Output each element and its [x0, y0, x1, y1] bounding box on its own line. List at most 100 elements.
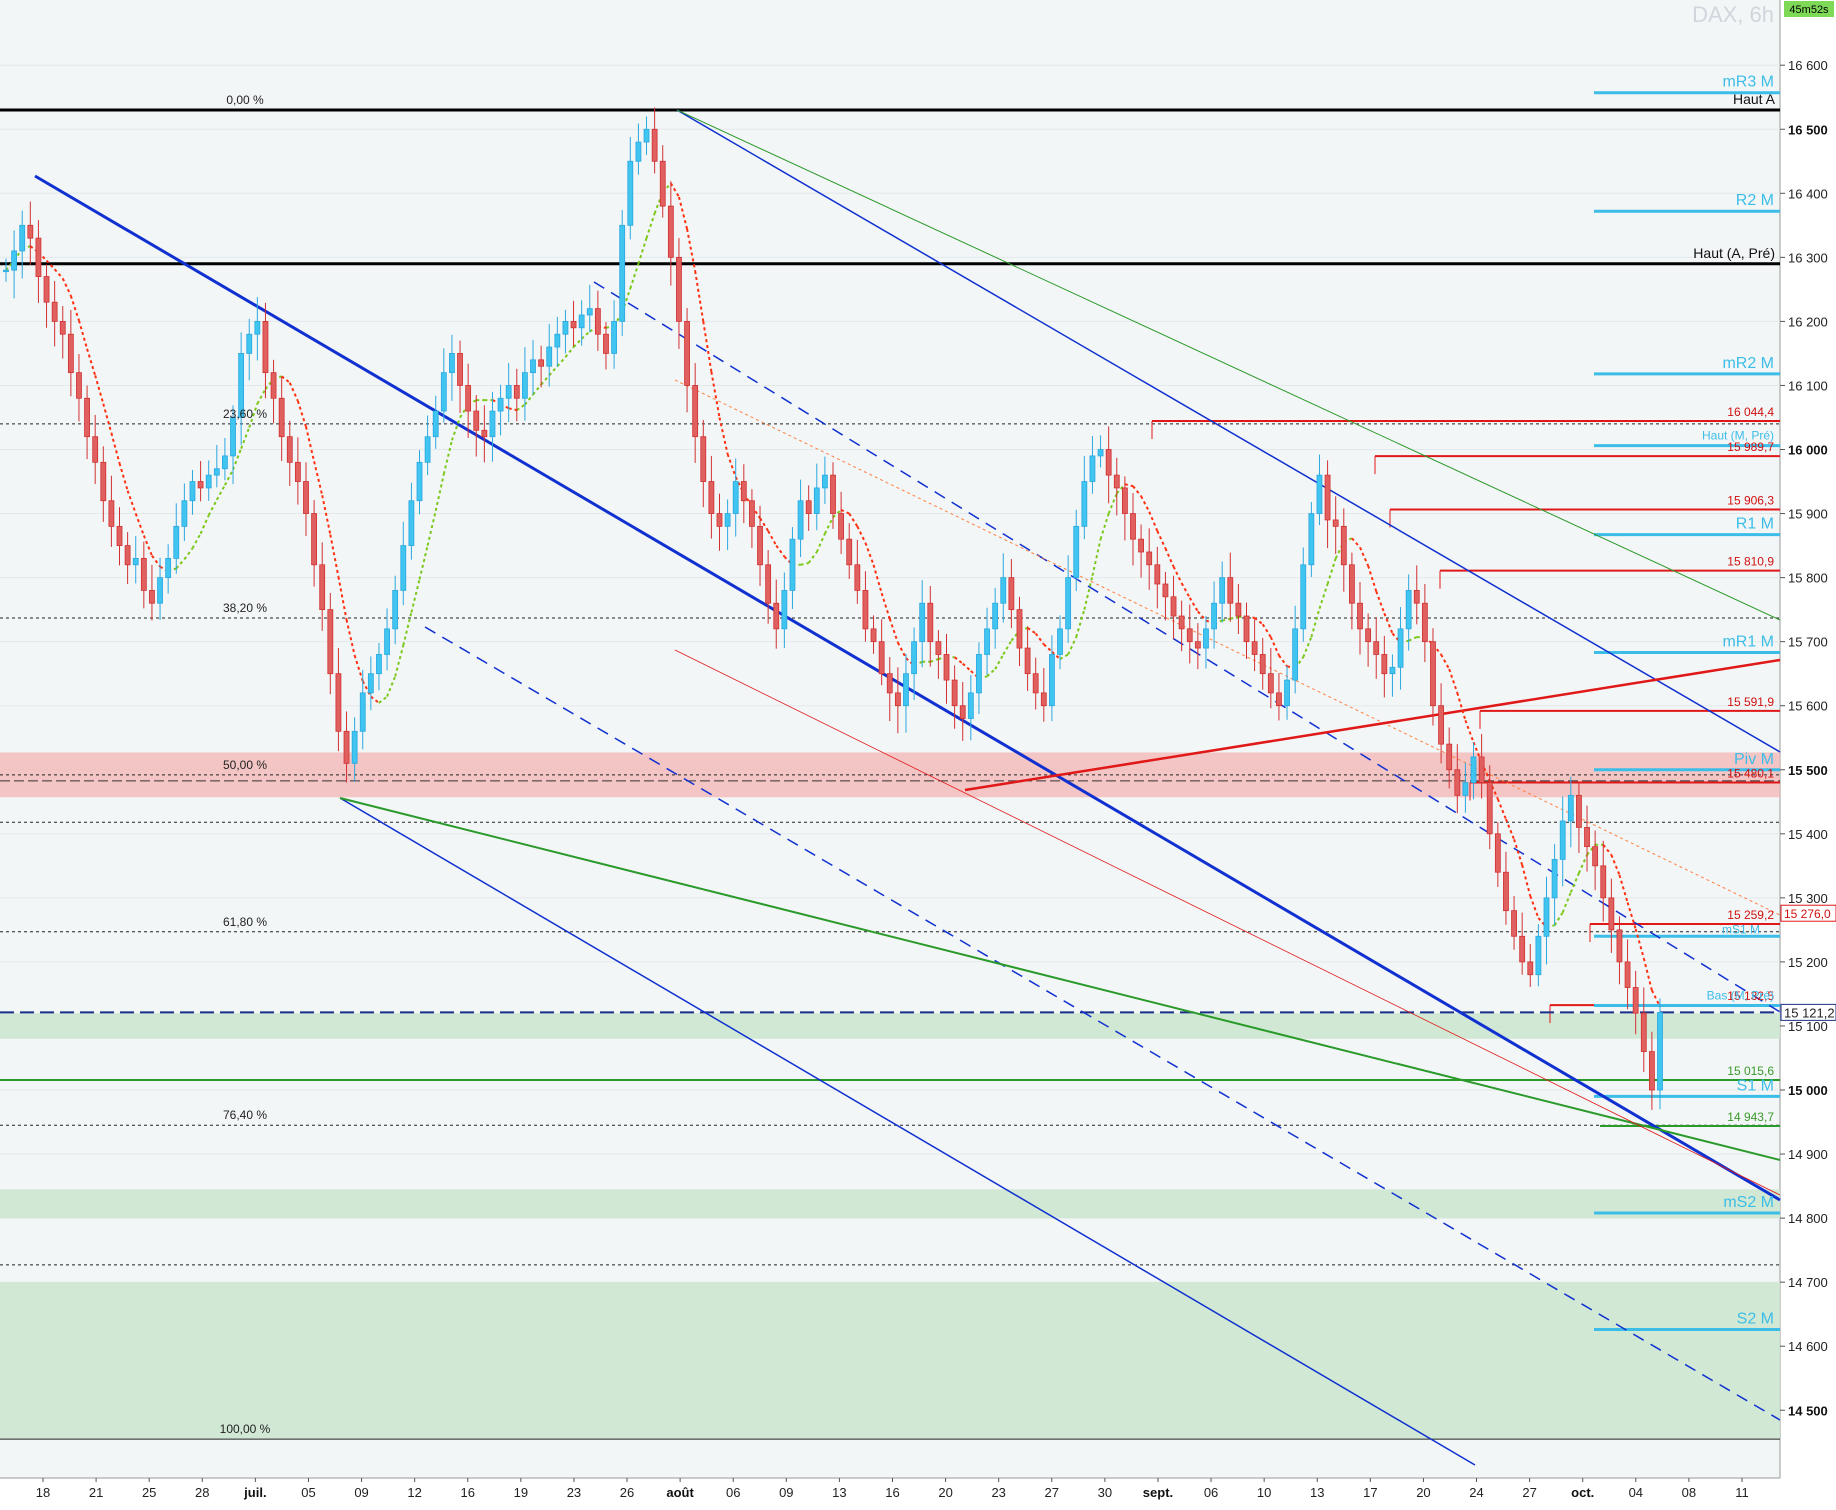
- y-tick-label: 15 500: [1788, 763, 1828, 778]
- candle-body: [1551, 859, 1558, 899]
- candle-body: [440, 372, 447, 412]
- candle-body: [1073, 525, 1080, 578]
- support-zone: [0, 1189, 1780, 1219]
- candle-body: [51, 301, 58, 322]
- candle-body: [1324, 474, 1331, 521]
- pivot-label: Haut (M, Pré): [1702, 429, 1774, 443]
- x-tick-label: 04: [1629, 1485, 1643, 1500]
- candle-body: [546, 346, 553, 367]
- candle-body: [1267, 673, 1274, 694]
- candle-body: [84, 397, 90, 438]
- resistance-label: 15 132,5: [1727, 989, 1774, 1003]
- x-tick-label: juil.: [243, 1485, 266, 1500]
- ma-segment: [1537, 917, 1548, 928]
- ma-segment: [207, 499, 218, 516]
- candle-body: [1535, 935, 1542, 976]
- pivot-label: Bas (M, Pré): [1707, 988, 1774, 1002]
- x-axis: 18 21 25 28 juil. 05 09 12 16 19 23 26 août 06 09 13 16 2…: [36, 1478, 1749, 1500]
- ma-segment: [94, 375, 105, 405]
- candle-body: [749, 500, 755, 527]
- ma-segment: [191, 533, 202, 549]
- candle-body: [1373, 641, 1380, 655]
- x-tick-label: oct.: [1571, 1485, 1594, 1500]
- ma-segment: [102, 403, 113, 434]
- ma-segment: [1107, 493, 1118, 514]
- candle-body: [1259, 654, 1266, 675]
- candle-body: [959, 705, 966, 719]
- x-tick-label: 23: [567, 1485, 581, 1500]
- candle-body: [1162, 583, 1169, 598]
- y-tick-label: 15 600: [1788, 699, 1828, 714]
- ma-segment: [345, 619, 356, 656]
- ma-segment: [118, 462, 129, 491]
- candle-body: [367, 673, 374, 694]
- candle-body: [1316, 474, 1323, 514]
- horizontal-level-label: Haut (A, Pré): [1693, 245, 1775, 261]
- candle-body: [59, 320, 66, 335]
- x-tick-label: 19: [514, 1485, 528, 1500]
- candle-body: [35, 237, 42, 277]
- candle-body: [1446, 743, 1453, 771]
- ma-segment: [45, 259, 56, 270]
- ma-segment: [1124, 483, 1134, 488]
- candle-body: [1008, 577, 1015, 611]
- ma-segment: [1140, 495, 1151, 513]
- ma-segment: [888, 618, 899, 643]
- ma-segment: [1561, 891, 1572, 913]
- candle-body: [1349, 564, 1355, 604]
- candle-body: [278, 397, 285, 438]
- candle-body: [740, 481, 747, 502]
- ma-segment: [86, 348, 97, 376]
- ma-segment: [264, 378, 275, 390]
- candle-body: [1243, 615, 1250, 643]
- x-tick-label: 09: [779, 1485, 793, 1500]
- candle-body: [1016, 609, 1023, 649]
- candle-body: [1146, 551, 1153, 566]
- candle-body: [1438, 705, 1444, 745]
- candle-body: [862, 590, 869, 630]
- candle-body: [1170, 596, 1177, 617]
- candle-body: [1600, 865, 1607, 899]
- fib-label: 50,00 %: [223, 758, 267, 772]
- ma-segment: [53, 268, 64, 280]
- candle-body: [611, 320, 617, 354]
- x-tick-label: 17: [1363, 1485, 1377, 1500]
- ma-segment: [556, 356, 567, 367]
- candle-body: [505, 385, 512, 399]
- ma-segment: [759, 517, 769, 532]
- candle-body: [408, 500, 415, 546]
- candle-body: [1340, 525, 1347, 566]
- last-close-box: [1780, 904, 1836, 922]
- candle-body: [189, 481, 196, 502]
- candle-body: [716, 513, 723, 527]
- candle-body: [149, 590, 155, 604]
- candle-body: [967, 692, 974, 719]
- candle-body: [108, 500, 115, 527]
- candle-body: [1211, 602, 1217, 630]
- candle-body: [594, 308, 601, 335]
- candle-body: [1527, 961, 1534, 976]
- ma-segment: [621, 288, 632, 313]
- ma-segment: [532, 383, 542, 396]
- green-level-label: 14 943,7: [1727, 1110, 1774, 1124]
- ma-segment: [548, 365, 559, 377]
- candle-body: [951, 679, 958, 707]
- candle-body: [805, 500, 812, 514]
- x-tick-label: 13: [1310, 1485, 1324, 1500]
- candle-body: [781, 590, 788, 630]
- ma-segment: [807, 551, 818, 564]
- current-price-box: [1780, 1003, 1836, 1021]
- ma-segment: [1043, 643, 1053, 653]
- candle-body: [319, 564, 326, 611]
- x-tick-label: 09: [354, 1485, 368, 1500]
- x-tick-label: 20: [938, 1485, 952, 1500]
- ma-segment: [353, 655, 364, 682]
- candle-body: [197, 481, 204, 489]
- ma-segment: [767, 530, 778, 547]
- candle-body: [19, 224, 26, 252]
- current-price-label: 15 121,2: [1784, 1005, 1835, 1020]
- candles: [3, 107, 1663, 1110]
- candle-body: [1421, 602, 1428, 643]
